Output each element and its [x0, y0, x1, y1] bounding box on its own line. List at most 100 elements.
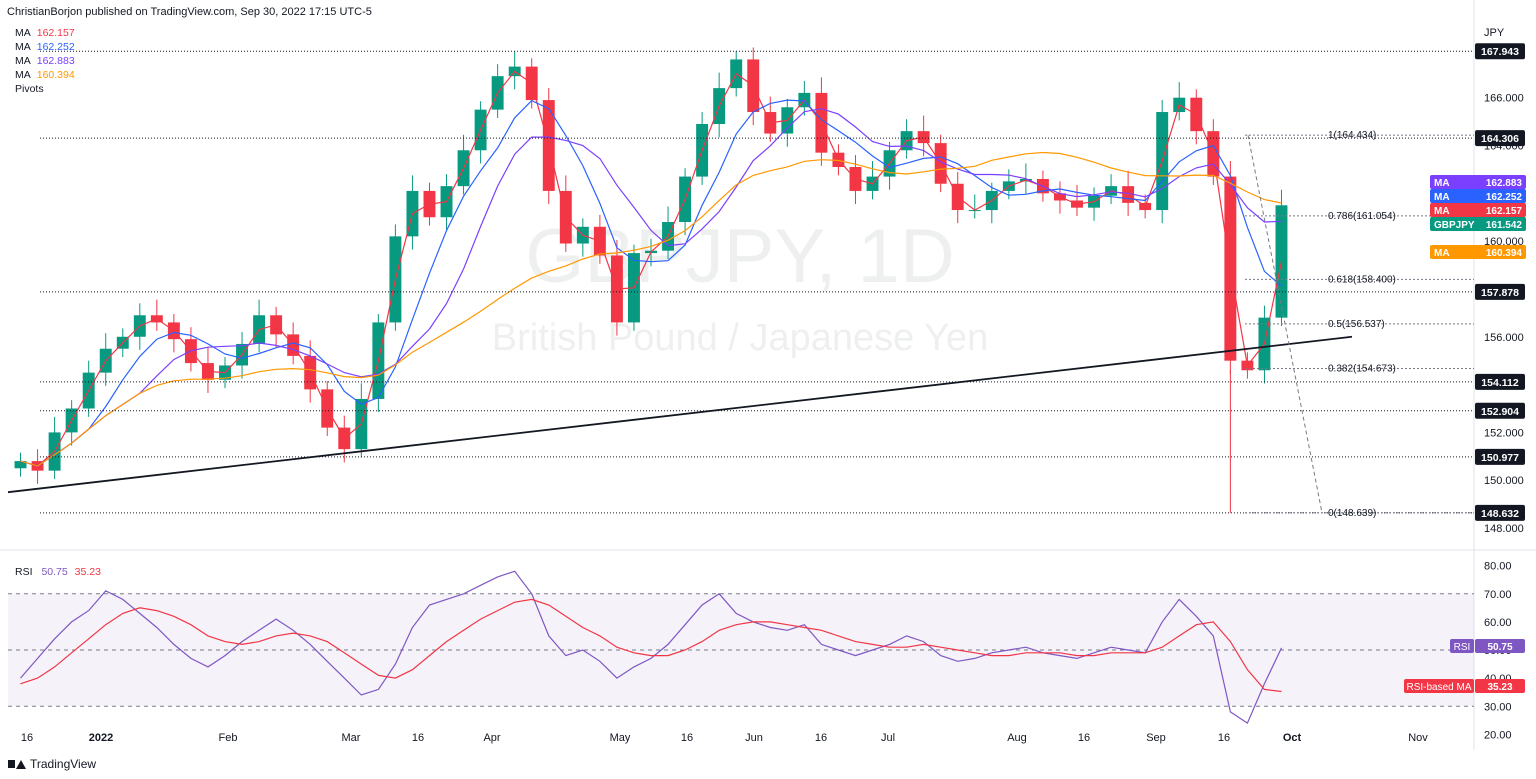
tradingview-logo-icon — [8, 758, 26, 770]
fib-label: 0.5(156.537) — [1328, 319, 1385, 330]
ma-tag-label: MA — [1434, 192, 1450, 203]
published-header: ChristianBorjon published on TradingView… — [7, 6, 372, 18]
legend-label: MA — [15, 69, 31, 81]
legend-ma-1[interactable]: MA 162.157 — [15, 27, 75, 39]
rsi-ma-value-label: 35.23 — [1487, 682, 1512, 693]
legend-label: MA — [15, 41, 31, 53]
rsi-tag — [1450, 639, 1474, 653]
rsi-band — [8, 593, 1474, 707]
price-tick-label: 148.000 — [1484, 523, 1524, 535]
ma-tag-value: 162.252 — [1486, 192, 1523, 203]
candle-body — [1275, 205, 1288, 318]
ma-tag — [1430, 175, 1526, 189]
level-price-tag — [1475, 283, 1525, 300]
date-tick-label: 2022 — [89, 732, 113, 744]
ma-purple-line — [20, 108, 1282, 467]
ma-tag-label: MA — [1434, 178, 1450, 189]
rsi-legend[interactable]: RSI 50.75 35.23 — [15, 566, 101, 578]
level-price-tag — [1475, 43, 1525, 60]
rsi-value-tag — [1475, 639, 1525, 653]
legend-ma-2[interactable]: MA 162.252 — [15, 41, 75, 53]
legend-value: 162.157 — [36, 27, 75, 39]
legend-label: Pivots — [15, 83, 44, 95]
ma-tag — [1430, 189, 1526, 203]
ma-orange-line — [20, 151, 1282, 467]
date-tick-label: Aug — [1007, 732, 1027, 744]
ma-tag-label: MA — [1434, 248, 1450, 259]
fib-label: 0.382(154.673) — [1328, 364, 1396, 375]
rsi-ma-line — [20, 598, 1282, 693]
ma-tag-value: 162.157 — [1486, 206, 1523, 217]
rsi-ma-value-tag — [1475, 679, 1525, 693]
legend-pivots[interactable]: Pivots — [15, 83, 50, 95]
rsi-tag-label: RSI — [1454, 642, 1471, 653]
price-tick-label: 150.000 — [1484, 475, 1524, 487]
rsi-line — [20, 570, 1283, 724]
ma-tag — [1430, 245, 1526, 259]
rsi-tick-label: 70.00 — [1484, 589, 1512, 601]
watermark-name: British Pound / Japanese Yen — [492, 317, 989, 359]
legend-label: MA — [15, 27, 31, 39]
fib-label: 1(164.434) — [1328, 130, 1376, 141]
date-tick-label: May — [610, 732, 631, 744]
date-tick-label: 16 — [681, 732, 693, 744]
ma-tag — [1430, 217, 1526, 231]
date-tick-label: 16 — [412, 732, 424, 744]
price-tick-label: 166.000 — [1484, 93, 1524, 105]
rsi-tick-label: 20.00 — [1484, 729, 1512, 741]
legend-value: 162.883 — [36, 55, 75, 67]
date-tick-label: Sep — [1146, 732, 1166, 744]
rsi-legend-label: RSI — [15, 566, 33, 578]
legend-value: 160.394 — [36, 69, 75, 81]
rsi-tick-label: 30.00 — [1484, 701, 1512, 713]
legend-value: 162.252 — [36, 41, 75, 53]
price-tick-label: 152.000 — [1484, 427, 1524, 439]
date-tick-label: 16 — [1218, 732, 1230, 744]
trendline — [7, 335, 1353, 494]
rsi-value-label: 50.75 — [1487, 642, 1512, 653]
date-tick-label: Jun — [745, 732, 763, 744]
date-tick-label: 16 — [815, 732, 827, 744]
brand-label: TradingView — [30, 757, 97, 771]
level-price-label: 157.878 — [1481, 287, 1519, 299]
level-price-label: 164.306 — [1481, 133, 1519, 145]
rsi-ma-tag-label: RSI-based MA — [1406, 682, 1471, 693]
level-price-label: 150.977 — [1481, 452, 1519, 464]
ma-red-line — [20, 70, 1283, 467]
ma-tag-label: GBPJPY — [1434, 220, 1475, 231]
level-price-tag — [1475, 402, 1525, 419]
legend-ma-3[interactable]: MA 162.883 — [15, 55, 75, 67]
ma-tag-label: MA — [1434, 206, 1450, 217]
date-tick-label: Nov — [1408, 732, 1428, 744]
date-tick-label: Apr — [483, 732, 500, 744]
level-price-tag — [1475, 373, 1525, 390]
level-price-tag — [1475, 504, 1525, 521]
ma-tag-value: 161.542 — [1486, 220, 1523, 231]
tradingview-brand[interactable]: TradingView — [8, 757, 96, 771]
level-price-tag — [1475, 130, 1525, 147]
currency-label: JPY — [1484, 27, 1505, 39]
level-price-tag — [1475, 448, 1525, 465]
fib-label: 0.618(158.400) — [1328, 274, 1396, 285]
legend-ma-4[interactable]: MA 160.394 — [15, 69, 75, 81]
rsi-legend-value: 50.75 — [41, 566, 68, 578]
date-tick-label: Oct — [1283, 732, 1302, 744]
date-tick-label: 16 — [21, 732, 33, 744]
date-tick-label: Mar — [342, 732, 361, 744]
date-tick-label: Jul — [881, 732, 895, 744]
candle-body — [14, 461, 27, 469]
level-price-label: 148.632 — [1481, 508, 1519, 520]
rsi-tick-label: 60.00 — [1484, 617, 1512, 629]
ma-tag — [1430, 203, 1526, 217]
level-price-label: 167.943 — [1481, 46, 1519, 58]
ma-tag-value: 162.883 — [1486, 178, 1523, 189]
date-tick-label: 16 — [1078, 732, 1090, 744]
fib-label: 0(148.639) — [1328, 508, 1376, 519]
fib-diagonal — [1247, 135, 1323, 513]
level-price-label: 152.904 — [1481, 406, 1519, 418]
ma-blue-line — [20, 99, 1282, 467]
rsi-ma-legend-value: 35.23 — [74, 566, 101, 578]
ma-tag-value: 160.394 — [1486, 248, 1523, 259]
